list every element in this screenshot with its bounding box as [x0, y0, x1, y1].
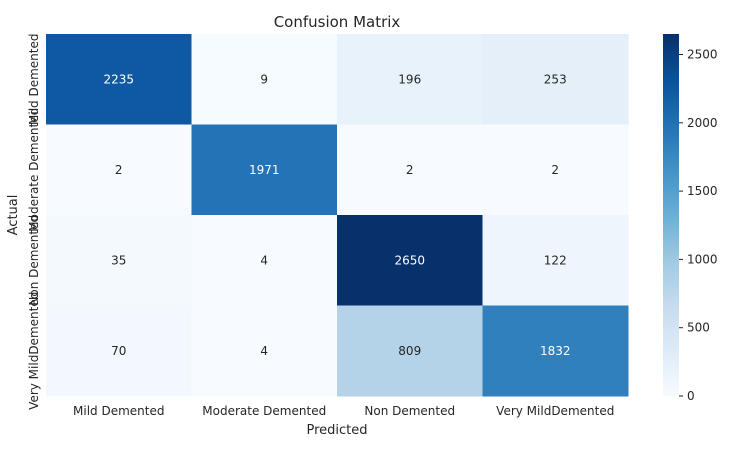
colorbar-ticks: 0 500 1000 1500 2000 2500 — [679, 47, 718, 403]
cell-value-label: 2650 — [394, 253, 425, 267]
y-tick-label: Mild Demented — [27, 34, 41, 125]
heatmap-cell — [482, 34, 629, 125]
colorbar-tick-label: 500 — [687, 321, 710, 335]
y-axis-label: Actual — [6, 195, 21, 236]
chart-title: Confusion Matrix — [274, 13, 401, 31]
cell-value-label: 9 — [260, 72, 268, 86]
x-tick-label: Non Demented — [364, 404, 455, 418]
heatmap-cell — [191, 34, 338, 125]
heatmap-cell — [337, 34, 483, 125]
heatmap-cell — [46, 215, 192, 306]
cell-value-label: 2 — [406, 163, 414, 177]
x-axis-label: Predicted — [306, 423, 367, 438]
y-tick-label: Moderate Demented — [27, 108, 41, 232]
cell-value-label: 253 — [544, 72, 567, 86]
cell-value-label: 196 — [398, 72, 421, 86]
heatmap-cell — [337, 215, 483, 306]
cell-value-label: 1971 — [249, 163, 280, 177]
y-tick-label: Very MildDemented — [27, 292, 41, 410]
colorbar-tick-label: 1000 — [687, 252, 718, 266]
heatmap-cell — [337, 124, 483, 216]
cell-value-label: 1832 — [540, 344, 571, 358]
heatmap-cells — [46, 34, 629, 397]
colorbar-tick-label: 2500 — [687, 47, 718, 61]
cell-value-label: 4 — [260, 344, 268, 358]
heatmap-cell — [482, 305, 629, 397]
y-tick-label: Non Demented — [27, 215, 41, 306]
cell-value-label: 2 — [551, 163, 559, 177]
x-tick-label: Moderate Demented — [202, 404, 326, 418]
heatmap-cell — [482, 124, 629, 216]
colorbar-tick-label: 2000 — [687, 116, 718, 130]
heatmap-cell — [191, 305, 338, 397]
cell-value-label: 4 — [260, 253, 268, 267]
cell-value-label: 70 — [111, 344, 126, 358]
cell-value-label: 2235 — [103, 72, 134, 86]
cell-value-label: 809 — [398, 344, 421, 358]
heatmap-cell — [191, 124, 338, 216]
heatmap-cell — [46, 34, 192, 125]
cell-value-label: 122 — [544, 253, 567, 267]
cell-value-label: 2 — [115, 163, 123, 177]
heatmap-cell — [482, 215, 629, 306]
cell-value-label: 35 — [111, 253, 126, 267]
heatmap-cell — [337, 305, 483, 397]
heatmap-cell — [191, 215, 338, 306]
heatmap-cell — [46, 124, 192, 216]
colorbar-tick-label: 1500 — [687, 184, 718, 198]
heatmap-cell — [46, 305, 192, 397]
x-tick-label: Very MildDemented — [496, 404, 614, 418]
x-tick-labels: Mild Demented Moderate Demented Non Dement… — [73, 404, 614, 418]
colorbar-tick-label: 0 — [687, 389, 695, 403]
x-tick-label: Mild Demented — [73, 404, 164, 418]
colorbar — [663, 34, 679, 396]
